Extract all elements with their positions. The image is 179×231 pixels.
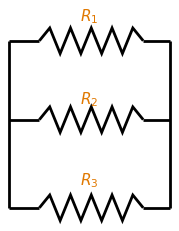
Text: $R_3$: $R_3$: [80, 171, 99, 189]
Text: $R_2$: $R_2$: [80, 90, 99, 109]
Text: $R_1$: $R_1$: [80, 7, 99, 25]
